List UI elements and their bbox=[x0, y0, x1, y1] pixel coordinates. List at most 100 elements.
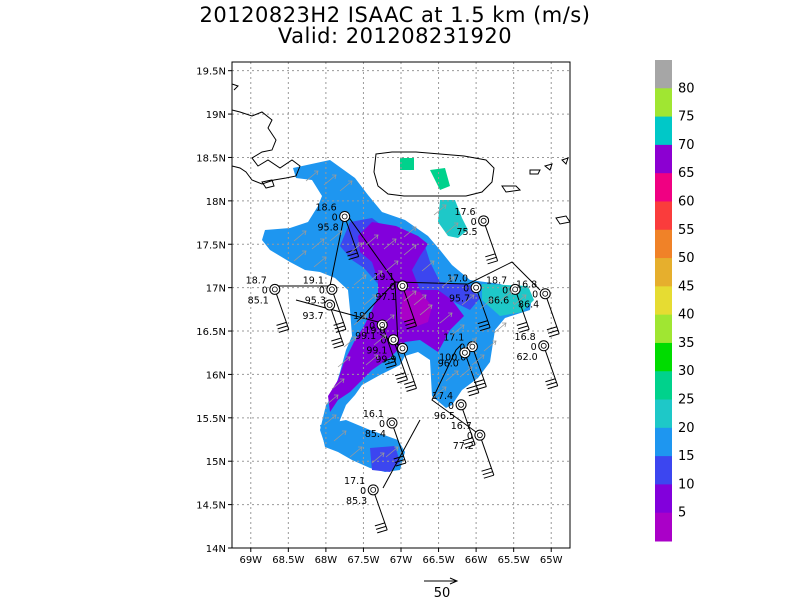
colorbar-label: 75 bbox=[678, 110, 695, 125]
hispaniola-islet bbox=[261, 179, 275, 189]
wind-vector-head bbox=[314, 170, 319, 176]
colorbar-swatch bbox=[655, 342, 672, 372]
y-tick-label: 15.5N bbox=[196, 414, 226, 425]
y-tick-label: 16N bbox=[206, 370, 226, 381]
wind-barb-flag bbox=[482, 471, 493, 476]
wind-vector bbox=[439, 312, 453, 324]
wind-vector-head bbox=[334, 394, 339, 400]
wind-vector bbox=[349, 446, 363, 458]
wind-vector bbox=[499, 290, 513, 302]
wind-barb-flag bbox=[546, 381, 557, 386]
wind-vector bbox=[433, 204, 447, 216]
colorbar-label: 5 bbox=[678, 506, 686, 521]
station-pressure: 100.0 bbox=[439, 353, 466, 364]
wind-vector-head bbox=[342, 430, 347, 436]
wind-vector-head bbox=[392, 238, 397, 244]
wind-barb-flag bbox=[347, 252, 358, 257]
map-title: 20120823H2 ISAAC at 1.5 km (m/s) bbox=[199, 3, 591, 27]
wind-vector bbox=[337, 356, 351, 368]
wind-vector bbox=[349, 242, 363, 254]
wind-barb-flag bbox=[487, 260, 498, 265]
wind-barb-flag bbox=[276, 321, 287, 326]
y-tick-label: 15N bbox=[206, 457, 226, 468]
wind-vector-head bbox=[522, 294, 527, 300]
wind-vector bbox=[483, 340, 497, 352]
wind-vector bbox=[385, 446, 399, 458]
station-marker-inner bbox=[328, 286, 335, 293]
y-tick-label: 14N bbox=[206, 544, 226, 555]
wind-barb-flag bbox=[477, 320, 488, 325]
wind-vector bbox=[325, 394, 339, 406]
wind-barb-flag bbox=[396, 375, 407, 380]
colorbar-swatch bbox=[655, 173, 672, 202]
wind-barb-flag bbox=[346, 248, 357, 253]
station: 96.0 bbox=[438, 347, 480, 397]
wind-barb-flag bbox=[468, 392, 479, 397]
wind-vector bbox=[369, 270, 383, 282]
wind-vector-head bbox=[508, 290, 513, 296]
station-temp: 17.6 bbox=[454, 207, 475, 218]
colorbar-label: 45 bbox=[678, 279, 695, 294]
y-tick-label: 19.5N bbox=[196, 67, 226, 78]
station-temp: 16.7 bbox=[451, 421, 472, 432]
colorbar-swatch bbox=[655, 116, 672, 146]
station-temp: 17.4 bbox=[432, 391, 453, 402]
wind-vector bbox=[293, 230, 307, 242]
station-pressure: 93.7 bbox=[302, 311, 323, 322]
wind-vector-head bbox=[302, 230, 307, 236]
station-marker bbox=[339, 210, 351, 222]
wind-vector bbox=[365, 234, 379, 246]
y-tick-label: 17.5N bbox=[196, 240, 226, 251]
y-tick-label: 19N bbox=[206, 110, 226, 121]
wind-vector bbox=[413, 294, 427, 306]
wind-region-25-ne bbox=[438, 200, 468, 238]
station-temp: 19.0 bbox=[364, 326, 385, 337]
station-pressure: 95.7 bbox=[449, 294, 470, 305]
wind-barb-flag bbox=[333, 344, 344, 349]
station-marker bbox=[269, 283, 281, 295]
station-pressure: 85.3 bbox=[346, 496, 367, 507]
station-pressure: 97.1 bbox=[375, 292, 396, 303]
wind-vector-head bbox=[358, 242, 363, 248]
station-marker-inner bbox=[512, 286, 519, 293]
wind-vector bbox=[353, 314, 367, 326]
wind-region-10 bbox=[328, 222, 464, 412]
wind-vector-head bbox=[430, 260, 435, 266]
wind-vector-head bbox=[470, 294, 475, 300]
wind-vector bbox=[445, 370, 459, 382]
station-marker bbox=[326, 283, 338, 295]
wind-vector-head bbox=[332, 174, 337, 180]
station-marker bbox=[539, 288, 551, 300]
wind-vector bbox=[445, 222, 459, 234]
wind-vector-head bbox=[358, 446, 363, 452]
virgin-islands-4 bbox=[561, 157, 569, 165]
vieques bbox=[501, 185, 522, 193]
virgin-islands-1 bbox=[529, 169, 541, 175]
wind-vector-head bbox=[372, 294, 377, 300]
station-marker-inner bbox=[469, 343, 476, 350]
station-pressure: 99.1 bbox=[366, 346, 387, 357]
wind-barb-flag bbox=[485, 253, 496, 258]
wind-vector-head bbox=[412, 226, 417, 232]
wind-vector bbox=[471, 354, 485, 366]
colorbar-swatch bbox=[655, 229, 672, 259]
wind-barb-flag bbox=[547, 329, 559, 334]
wind-barb-flag bbox=[377, 529, 388, 534]
wind-vector bbox=[403, 244, 417, 256]
wind-vectors bbox=[293, 170, 527, 464]
station-marker-inner bbox=[390, 336, 397, 343]
station-marker-inner bbox=[480, 217, 487, 224]
wind-vector bbox=[381, 314, 395, 326]
x-tick-label: 66W bbox=[465, 555, 488, 566]
wind-barb-flag bbox=[395, 372, 406, 377]
colorbar-label: 65 bbox=[678, 166, 695, 181]
coastlines bbox=[232, 83, 570, 225]
wind-vector-head bbox=[362, 314, 367, 320]
station-pressure: 95.8 bbox=[318, 222, 339, 233]
colorbar-swatch bbox=[655, 201, 672, 231]
station-cloud: 0 bbox=[262, 285, 268, 296]
station-cloud: 0 bbox=[471, 217, 477, 228]
